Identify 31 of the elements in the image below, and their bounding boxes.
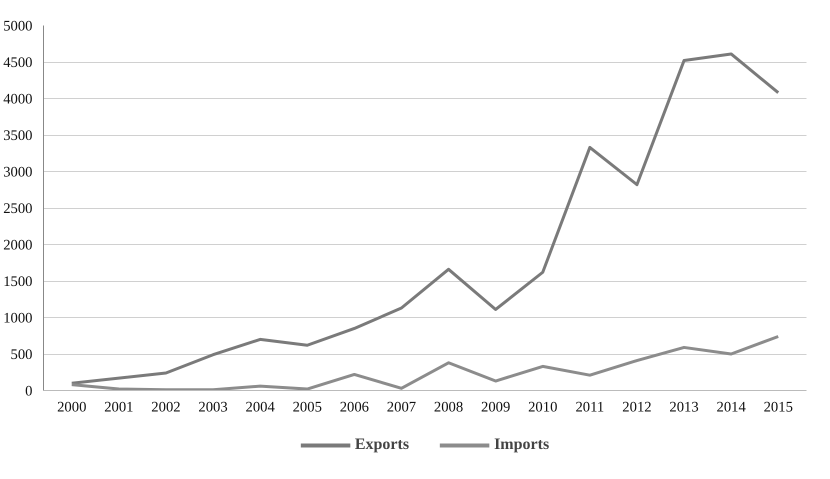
- x-tick-label: 2011: [575, 400, 604, 416]
- y-tick-label: 1000: [3, 310, 32, 326]
- y-tick-label: 0: [25, 384, 32, 400]
- x-tick-label: 2007: [386, 400, 416, 416]
- y-tick-label: 1500: [3, 274, 32, 290]
- x-tick-label: 2010: [528, 400, 558, 416]
- x-tick-label: 2003: [198, 400, 228, 416]
- x-tick-label: 2014: [716, 400, 746, 416]
- y-tick-label: 5000: [3, 18, 32, 34]
- y-tick-label: 4500: [3, 55, 32, 71]
- y-tick-label: 2500: [3, 201, 32, 217]
- x-tick-label: 2005: [292, 400, 322, 416]
- x-tick-label: 2002: [151, 400, 181, 416]
- line-series: [70, 334, 780, 390]
- x-tick-label: 2009: [480, 400, 510, 416]
- y-tick-label: 3500: [3, 128, 32, 144]
- y-tick-label: 3000: [3, 164, 32, 180]
- line-series: [70, 52, 780, 385]
- y-tick-label: 2000: [3, 238, 32, 254]
- x-tick-label: 2008: [434, 400, 464, 416]
- x-tick-label: 2004: [246, 400, 276, 416]
- legend-label: Exports: [354, 436, 410, 454]
- x-tick-label: 2012: [622, 400, 652, 416]
- x-tick-label: 2006: [340, 400, 370, 416]
- x-tick-label: 2000: [57, 400, 86, 416]
- x-tick-label: 2015: [764, 400, 793, 416]
- legend-label: Imports: [494, 436, 550, 454]
- x-tick-label: 2001: [104, 400, 134, 416]
- y-tick-label: 4000: [3, 92, 32, 108]
- y-tick-label: 500: [10, 347, 32, 363]
- x-tick-label: 2013: [669, 400, 699, 416]
